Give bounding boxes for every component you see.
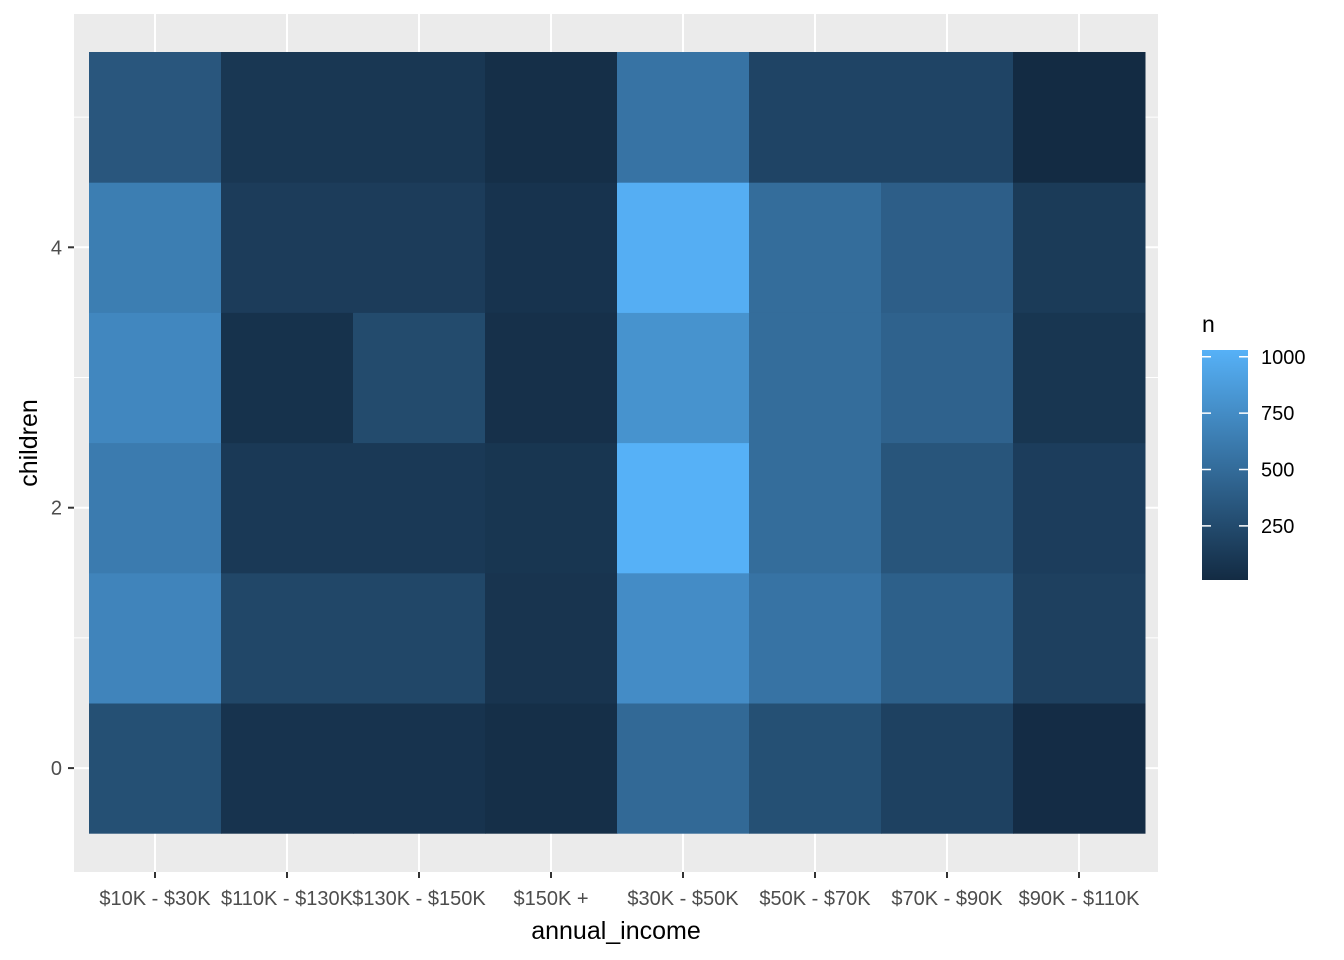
heatmap-tile: [617, 312, 750, 444]
heatmap-tile: [749, 52, 882, 183]
heatmap-tile: [881, 572, 1014, 704]
y-axis-ticks: 0 2 4: [51, 237, 74, 780]
legend-ticks: 250 500 750 1000: [1202, 347, 1306, 538]
heatmap-tile: [1013, 572, 1146, 704]
heatmap-tile: [1013, 182, 1146, 313]
heatmap-tile: [749, 572, 882, 704]
heatmap-tile: [881, 442, 1014, 574]
legend-tick-label: 500: [1261, 460, 1294, 482]
heatmap-tile: [353, 52, 486, 183]
x-tick-label: $10K - $30K: [99, 888, 211, 910]
heatmap-tile: [485, 703, 618, 834]
heatmap-tile: [617, 182, 750, 313]
heatmap-tile: [353, 703, 486, 834]
heatmap-tile: [485, 52, 618, 183]
heatmap-tile: [353, 442, 486, 574]
legend-tick-label: 1000: [1261, 347, 1306, 369]
x-tick-label: $130K - $150K: [352, 888, 486, 910]
heatmap-tile: [221, 703, 354, 834]
x-tick-label: $150K +: [513, 888, 588, 910]
heatmap-tile: [617, 442, 750, 574]
y-tick-label: 4: [51, 237, 62, 259]
heatmap-tile: [353, 182, 486, 313]
legend-colorbar: [1202, 350, 1248, 580]
heatmap-tile: [1013, 52, 1146, 183]
heatmap-tile: [1013, 312, 1146, 444]
heatmap-tile: [881, 52, 1014, 183]
heatmap-tile: [89, 52, 222, 183]
heatmap-tile: [617, 572, 750, 704]
legend: n 250 500 750 1000: [1202, 311, 1306, 580]
x-tick-label: $90K - $110K: [1019, 888, 1140, 910]
x-tick-label: $110K - $130K: [221, 888, 354, 910]
legend-tick-label: 750: [1261, 403, 1294, 425]
heatmap-tile: [353, 572, 486, 704]
heatmap-tile: [89, 182, 222, 313]
y-tick-label: 2: [51, 498, 62, 520]
heatmap-tile: [485, 182, 618, 313]
heatmap-tile: [221, 442, 354, 574]
heatmap-tile: [881, 703, 1014, 834]
heatmap-tile: [89, 442, 222, 574]
heatmap-tile: [881, 182, 1014, 313]
heatmap-tile: [221, 52, 354, 183]
heatmap-tile: [1013, 442, 1146, 574]
heatmap-tile: [89, 312, 222, 444]
x-tick-label: $30K - $50K: [627, 888, 739, 910]
heatmap-tile: [353, 312, 486, 444]
x-tick-label: $70K - $90K: [891, 888, 1003, 910]
heatmap-tile: [749, 442, 882, 574]
heatmap-tile: [89, 703, 222, 834]
y-tick-label: 0: [51, 758, 62, 780]
heatmap-tile: [617, 52, 750, 183]
heatmap-tile: [749, 312, 882, 444]
heatmap-tiles: [89, 52, 1146, 834]
heatmap-tile: [485, 442, 618, 574]
heatmap-tile: [485, 312, 618, 444]
heatmap-tile: [221, 312, 354, 444]
heatmap-tile: [617, 703, 750, 834]
heatmap-tile: [749, 182, 882, 313]
x-axis-title: annual_income: [531, 917, 701, 945]
heatmap-tile: [221, 182, 354, 313]
x-tick-label: $50K - $70K: [759, 888, 871, 910]
heatmap-tile: [1013, 703, 1146, 834]
heatmap-tile: [221, 572, 354, 704]
heatmap-tile: [89, 572, 222, 704]
heatmap-tile: [485, 572, 618, 704]
heatmap-tile: [749, 703, 882, 834]
heatmap-tile: [881, 312, 1014, 444]
y-axis-title: children: [15, 399, 43, 487]
legend-tick-label: 250: [1261, 516, 1294, 538]
x-axis-ticks: $10K - $30K $110K - $130K $130K - $150K $15…: [99, 872, 1140, 910]
legend-title: n: [1202, 311, 1215, 337]
